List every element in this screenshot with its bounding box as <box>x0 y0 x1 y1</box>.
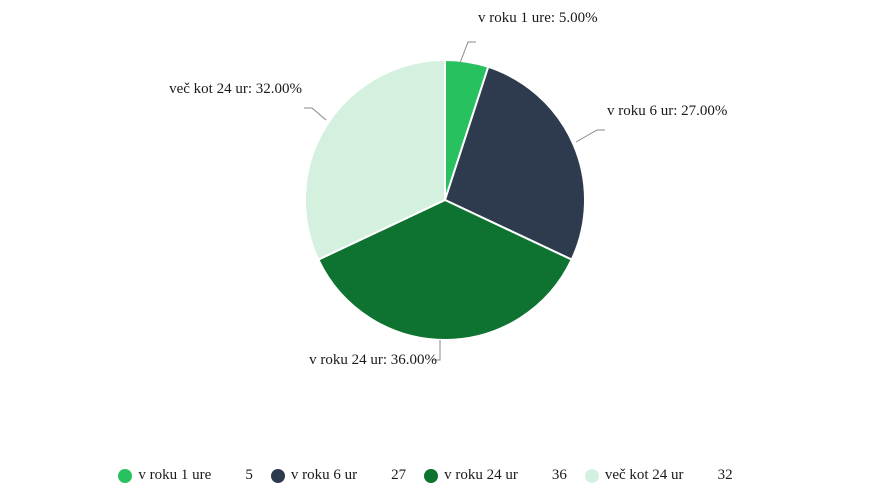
pie-chart-container: { "chart": { "type": "pie", "width": 869… <box>0 0 869 502</box>
slice-label: v roku 1 ure: 5.00% <box>478 10 598 26</box>
legend-item: več kot 24 ur 32 <box>585 467 751 484</box>
legend-value: 32 <box>718 467 733 484</box>
legend-dot <box>271 469 285 483</box>
legend-value: 36 <box>552 467 567 484</box>
legend-label: več kot 24 ur <box>605 467 684 484</box>
legend-dot <box>424 469 438 483</box>
leader-line <box>460 42 476 63</box>
slice-label: v roku 24 ur: 36.00% <box>309 352 437 368</box>
legend-value: 5 <box>245 467 253 484</box>
legend: v roku 1 ure 5 v roku 6 ur 27 v roku 24 … <box>0 467 869 484</box>
pie-chart-svg: v roku 1 ure: 5.00% v roku 6 ur: 27.00% v … <box>0 0 869 440</box>
legend-dot <box>118 469 132 483</box>
slice-label: več kot 24 ur: 32.00% <box>169 81 302 97</box>
leader-line <box>304 108 326 120</box>
legend-value: 27 <box>391 467 406 484</box>
legend-dot <box>585 469 599 483</box>
legend-item: v roku 6 ur 27 <box>271 467 424 484</box>
legend-item: v roku 1 ure 5 <box>118 467 270 484</box>
legend-label: v roku 24 ur <box>444 467 518 484</box>
legend-label: v roku 1 ure <box>138 467 211 484</box>
slice-label: v roku 6 ur: 27.00% <box>607 103 727 119</box>
legend-label: v roku 6 ur <box>291 467 357 484</box>
legend-item: v roku 24 ur 36 <box>424 467 585 484</box>
leader-line <box>576 130 605 142</box>
